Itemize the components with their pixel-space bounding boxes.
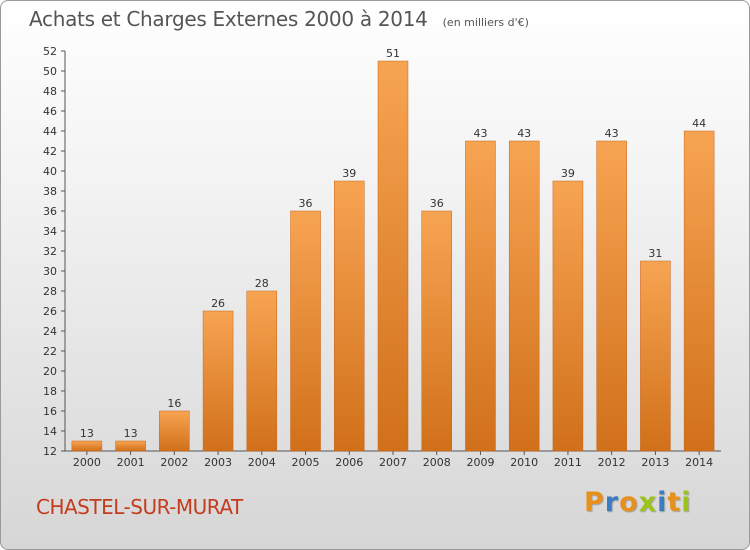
y-axis: 12 14 16 18 20 22 24 26 28 30 32 34 36 38 40 42 44 46 48 50… [43,45,66,458]
value-label-2005: 36 [299,197,313,210]
x-axis: 2000 2001 2002 2003 2004 2005 2006 2007 2008 2009… [65,450,721,469]
x-tick-label-2004: 2004 [248,456,276,469]
logo-letter: i [681,487,692,518]
x-tick-label-2013: 2013 [641,456,669,469]
y-tick-label: 52 [43,45,57,58]
bar-2012 [596,140,627,452]
x-tick-label-2007: 2007 [379,456,407,469]
y-tick-label: 48 [43,85,57,98]
x-tick-label-2002: 2002 [160,456,188,469]
y-tick-label: 12 [43,445,57,458]
chart-unit: (en milliers d'€) [442,16,529,29]
bar-2011 [552,180,584,452]
logo-letter: x [638,487,658,518]
logo-letter: o [619,487,639,518]
x-tick-label-2005: 2005 [292,456,320,469]
logo-letter: P [584,487,605,518]
value-label-2009: 43 [473,127,487,140]
y-tick-label: 44 [43,125,57,138]
value-label-2004: 28 [255,277,269,290]
x-tick-label-2003: 2003 [204,456,232,469]
y-tick-label: 30 [43,265,57,278]
y-tick-label: 46 [43,105,57,118]
x-tick-label-2008: 2008 [423,456,451,469]
x-tick-label-2001: 2001 [117,456,145,469]
x-tick-label-2014: 2014 [685,456,713,469]
y-tick-label: 36 [43,205,57,218]
x-tick-label-2011: 2011 [554,456,582,469]
commune-name: CHASTEL-SUR-MURAT [36,495,243,519]
x-tick-label-2010: 2010 [510,456,538,469]
bars: 13 13 16 26 28 36 39 51 36 43 43 39 43 31 44 [71,47,715,452]
value-label-2008: 36 [430,197,444,210]
value-label-2002: 16 [167,397,181,410]
chart-title: Achats et Charges Externes 2000 à 2014 [29,7,428,31]
y-tick-label: 26 [43,305,57,318]
value-label-2000: 13 [80,427,94,440]
y-tick-label: 16 [43,405,57,418]
bar-2003 [202,310,234,452]
x-tick-label-2000: 2000 [73,456,101,469]
value-label-2003: 26 [211,297,225,310]
y-tick-label: 50 [43,65,57,78]
value-label-2011: 39 [561,167,575,180]
y-tick-label: 14 [43,425,57,438]
bar-2008 [421,210,452,452]
proxiti-logo[interactable]: Proxiti [584,487,692,518]
y-tick-label: 24 [43,325,57,338]
y-tick-label: 28 [43,285,57,298]
y-tick-label: 20 [43,365,57,378]
value-label-2001: 13 [124,427,138,440]
bar-2000 [71,440,103,452]
value-label-2012: 43 [605,127,619,140]
bar-2014 [683,130,715,452]
y-tick-label: 38 [43,185,57,198]
bar-2002 [159,410,190,452]
bar-2005 [290,210,321,452]
value-label-2010: 43 [517,127,531,140]
y-tick-label: 22 [43,345,57,358]
value-label-2007: 51 [386,47,400,60]
y-tick-label: 40 [43,165,57,178]
logo-letter: i [657,487,668,518]
y-tick-label: 42 [43,145,57,158]
y-tick-label: 32 [43,245,57,258]
bar-2010 [508,140,540,452]
x-tick-label-2009: 2009 [466,456,494,469]
value-label-2006: 39 [342,167,356,180]
bar-2006 [334,180,365,452]
value-label-2014: 44 [692,117,706,130]
bar-2009 [465,140,496,452]
logo-letter: r [604,487,620,518]
bar-2007 [377,60,409,452]
y-tick-label: 34 [43,225,57,238]
bar-2004 [246,290,278,452]
x-tick-label-2006: 2006 [335,456,363,469]
bar-2013 [640,260,671,452]
x-tick-label-2012: 2012 [598,456,626,469]
title-row: Achats et Charges Externes 2000 à 2014 (… [29,7,529,31]
logo-letter: t [667,487,682,518]
y-tick-label: 18 [43,385,57,398]
bar-2001 [115,440,146,452]
value-label-2013: 31 [648,247,662,260]
